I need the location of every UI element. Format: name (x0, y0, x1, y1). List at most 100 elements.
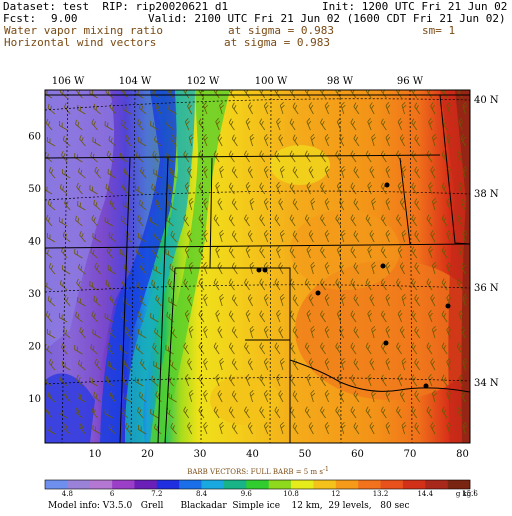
wind-barb (228, 90, 235, 99)
wind-barb (365, 214, 372, 227)
wind-barb (203, 230, 208, 243)
wind-barb (170, 134, 177, 147)
wind-barb (367, 246, 373, 259)
wind-barb (259, 214, 266, 227)
wind-barb (89, 377, 98, 387)
wind-barb (292, 134, 299, 147)
y-grid-tick: 10 (28, 394, 41, 405)
wind-barb (353, 358, 360, 371)
legend-color-swatch (112, 480, 135, 489)
wind-barb (320, 246, 326, 259)
wind-barb (441, 374, 448, 387)
wind-barb (203, 134, 208, 147)
wind-barb (367, 374, 373, 387)
wind-barb (411, 310, 418, 323)
wind-barb (385, 198, 391, 211)
wind-barb (371, 326, 376, 339)
wind-barb (93, 199, 101, 211)
wind-barb (320, 374, 326, 387)
wind-barb (289, 118, 296, 131)
wind-barb (245, 246, 251, 259)
wind-barb (228, 310, 235, 323)
wind-barb (135, 343, 144, 355)
wind-barb (339, 390, 345, 403)
wind-barb (59, 217, 68, 227)
wind-barb (165, 249, 174, 259)
wind-barb (62, 231, 71, 243)
wind-barb (76, 278, 83, 291)
color-legend: BARB VECTORS: FULL BARB = 5 m s-1 4.8 6 7.2… (44, 466, 478, 511)
wind-barb (279, 294, 285, 307)
legend-color-swatch (89, 480, 113, 489)
wind-barb (320, 406, 326, 419)
wind-barb (278, 134, 284, 147)
wind-barb (276, 118, 281, 131)
wind-barb (105, 375, 114, 387)
wind-barb (335, 406, 342, 419)
wind-barb (274, 278, 281, 291)
wind-barb (441, 310, 448, 323)
wind-barb (231, 326, 238, 339)
wind-barb (183, 406, 190, 419)
wind-barb (184, 182, 190, 195)
wind-barb (340, 166, 346, 179)
x-grid-tick: 10 (89, 449, 102, 460)
wind-barb (460, 134, 466, 147)
wind-barb (411, 214, 418, 227)
wind-barb (245, 118, 251, 131)
wind-barb (335, 278, 342, 291)
wind-barb (350, 182, 357, 195)
wind-barb (426, 406, 433, 419)
wind-barb (276, 374, 281, 387)
x-grid-tick: 20 (141, 449, 154, 460)
wind-barb (441, 406, 448, 419)
wind-barb (401, 358, 407, 371)
wind-barb (385, 422, 391, 435)
wind-barb (153, 265, 162, 275)
wind-barb (414, 230, 421, 243)
wind-barb (292, 294, 299, 307)
x-grid-tick: 30 (194, 449, 207, 460)
wind-barb (336, 310, 342, 323)
wind-barb (135, 247, 144, 259)
wind-barb (244, 278, 250, 291)
wind-barb (292, 166, 299, 179)
wind-barb (94, 262, 101, 275)
wind-barb (304, 278, 311, 291)
wind-barb (124, 134, 132, 147)
legend-frame (44, 479, 471, 490)
wind-barb (399, 390, 405, 403)
wind-barb (320, 310, 326, 323)
wind-barb (426, 342, 433, 355)
wind-barb (47, 391, 56, 403)
wind-barb (289, 182, 296, 195)
wind-barb (154, 327, 162, 339)
wind-barb (168, 105, 177, 115)
legend-color-swatch (156, 480, 180, 489)
wind-barb (340, 358, 346, 371)
wind-barb (219, 422, 224, 435)
legend-value: 7.2 (151, 490, 162, 498)
wind-barb (231, 230, 238, 243)
wind-barb (74, 249, 83, 259)
wind-barb (446, 134, 452, 147)
wind-barb (90, 343, 98, 355)
wind-barb (310, 326, 316, 339)
wind-barb (169, 263, 177, 275)
wind-barb (446, 198, 452, 211)
wind-barbs (45, 90, 468, 435)
wind-barb (62, 423, 71, 435)
wind-barb (274, 342, 281, 355)
wind-barb (308, 294, 314, 307)
wind-barb (249, 198, 255, 211)
wind-barb (276, 246, 281, 259)
lat-label: 38 N (474, 189, 499, 200)
wind-barb (306, 118, 312, 131)
wind-barb (324, 230, 330, 243)
wind-barb (441, 90, 448, 99)
wind-barb (385, 326, 391, 339)
wind-barb (446, 102, 452, 115)
wind-barb (135, 377, 144, 387)
wind-barb (263, 230, 269, 243)
